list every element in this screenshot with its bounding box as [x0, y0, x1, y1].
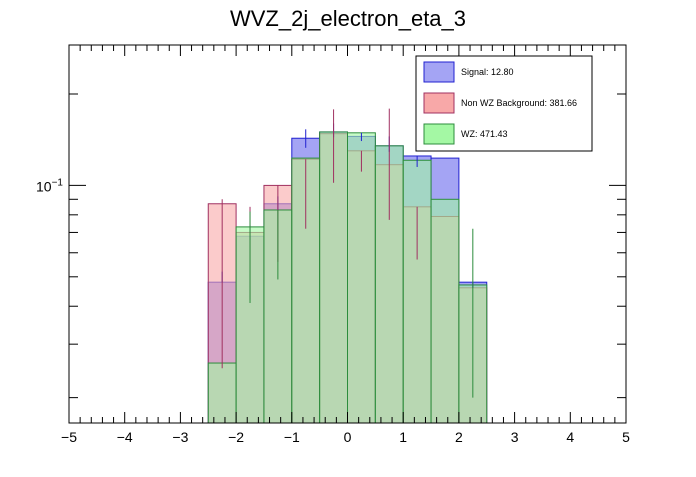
bar — [347, 132, 376, 424]
bar — [402, 159, 432, 424]
x-tick-label: −5 — [61, 429, 77, 445]
legend: Signal: 12.80 Non WZ Background: 381.66 WZ… — [415, 55, 593, 152]
y-tick-label: 10−1 — [36, 177, 63, 194]
x-tick-label: 5 — [622, 429, 630, 445]
x-tick-label: 3 — [511, 429, 519, 445]
x-tick-label: 4 — [566, 429, 574, 445]
legend-label: Signal: 12.80 — [461, 67, 514, 77]
x-tick-label: −2 — [228, 429, 244, 445]
chart-title: WVZ_2j_electron_eta_3 — [230, 6, 466, 31]
bar — [207, 362, 237, 424]
series-wz — [207, 131, 488, 424]
x-tick-label: 2 — [455, 429, 463, 445]
axes: −5 −4 −3 −2 −1 0 1 2 3 4 5 10−1 — [36, 45, 630, 445]
legend-swatch — [423, 61, 455, 83]
legend-swatch — [423, 92, 455, 114]
x-tick-label: −1 — [284, 429, 300, 445]
x-tick-label: −3 — [172, 429, 188, 445]
bar — [430, 198, 460, 424]
legend-swatch — [423, 123, 455, 145]
legend-label: Non WZ Background: 381.66 — [461, 98, 577, 108]
x-tick-label: 0 — [344, 429, 352, 445]
error-bars — [221, 108, 474, 398]
x-tick-label: −4 — [117, 429, 133, 445]
legend-label: WZ: 471.43 — [461, 129, 508, 139]
x-tick-label: 1 — [399, 429, 407, 445]
